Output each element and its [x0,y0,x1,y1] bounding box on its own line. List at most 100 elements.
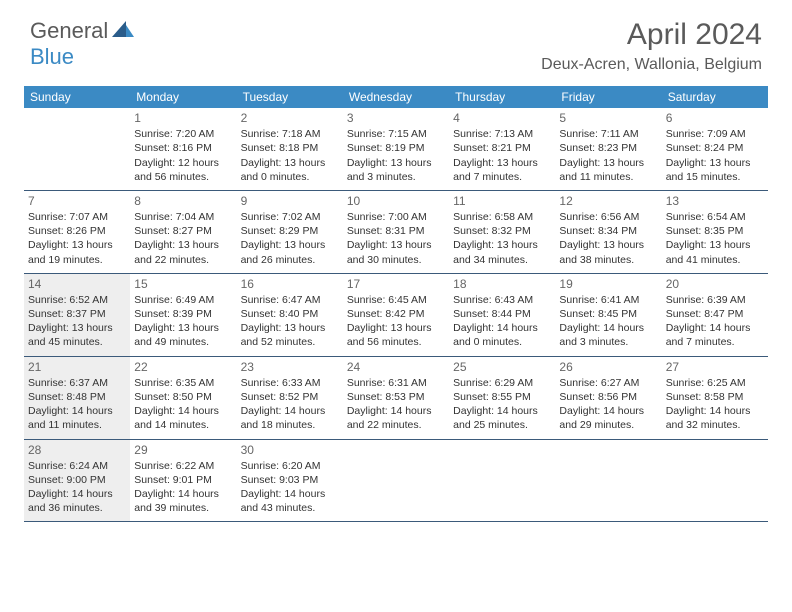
week-row: 1Sunrise: 7:20 AMSunset: 8:16 PMDaylight… [24,108,768,191]
day-number: 6 [666,110,764,126]
sunset-text: Sunset: 8:18 PM [241,141,339,155]
daylight-text: Daylight: 13 hours and 34 minutes. [453,238,551,266]
sunrise-text: Sunrise: 6:37 AM [28,376,126,390]
calendar-cell: 16Sunrise: 6:47 AMSunset: 8:40 PMDayligh… [237,274,343,356]
calendar-body: 1Sunrise: 7:20 AMSunset: 8:16 PMDaylight… [24,108,768,522]
calendar-cell [24,108,130,190]
day-number: 25 [453,359,551,375]
sunrise-text: Sunrise: 6:54 AM [666,210,764,224]
day-number: 29 [134,442,232,458]
logo-triangle-icon [112,21,134,42]
sunrise-text: Sunrise: 6:45 AM [347,293,445,307]
sunrise-text: Sunrise: 7:09 AM [666,127,764,141]
day-number: 17 [347,276,445,292]
sunrise-text: Sunrise: 7:20 AM [134,127,232,141]
day-number: 7 [28,193,126,209]
sunset-text: Sunset: 8:58 PM [666,390,764,404]
daylight-text: Daylight: 14 hours and 29 minutes. [559,404,657,432]
sunrise-text: Sunrise: 6:47 AM [241,293,339,307]
daylight-text: Daylight: 13 hours and 11 minutes. [559,156,657,184]
day-number: 16 [241,276,339,292]
sunrise-text: Sunrise: 6:41 AM [559,293,657,307]
sunset-text: Sunset: 8:37 PM [28,307,126,321]
sunrise-text: Sunrise: 6:29 AM [453,376,551,390]
sunset-text: Sunset: 8:53 PM [347,390,445,404]
month-title: April 2024 [541,18,762,52]
day-number: 19 [559,276,657,292]
sunset-text: Sunset: 9:03 PM [241,473,339,487]
sunset-text: Sunset: 8:56 PM [559,390,657,404]
calendar-cell: 22Sunrise: 6:35 AMSunset: 8:50 PMDayligh… [130,357,236,439]
calendar-cell: 7Sunrise: 7:07 AMSunset: 8:26 PMDaylight… [24,191,130,273]
day-header-cell: Sunday [24,86,130,108]
sunset-text: Sunset: 8:26 PM [28,224,126,238]
week-row: 21Sunrise: 6:37 AMSunset: 8:48 PMDayligh… [24,357,768,440]
logo-text-general: General [30,18,108,44]
sunset-text: Sunset: 8:24 PM [666,141,764,155]
day-header-cell: Saturday [662,86,768,108]
day-number: 26 [559,359,657,375]
calendar-cell: 3Sunrise: 7:15 AMSunset: 8:19 PMDaylight… [343,108,449,190]
calendar-cell: 26Sunrise: 6:27 AMSunset: 8:56 PMDayligh… [555,357,661,439]
sunrise-text: Sunrise: 7:07 AM [28,210,126,224]
sunrise-text: Sunrise: 7:02 AM [241,210,339,224]
day-number: 9 [241,193,339,209]
sunset-text: Sunset: 8:44 PM [453,307,551,321]
sunset-text: Sunset: 8:52 PM [241,390,339,404]
day-header-cell: Wednesday [343,86,449,108]
calendar-cell: 25Sunrise: 6:29 AMSunset: 8:55 PMDayligh… [449,357,555,439]
daylight-text: Daylight: 13 hours and 30 minutes. [347,238,445,266]
calendar-cell: 1Sunrise: 7:20 AMSunset: 8:16 PMDaylight… [130,108,236,190]
daylight-text: Daylight: 14 hours and 0 minutes. [453,321,551,349]
sunrise-text: Sunrise: 6:56 AM [559,210,657,224]
calendar-cell: 27Sunrise: 6:25 AMSunset: 8:58 PMDayligh… [662,357,768,439]
sunrise-text: Sunrise: 6:33 AM [241,376,339,390]
day-number: 5 [559,110,657,126]
calendar: SundayMondayTuesdayWednesdayThursdayFrid… [24,86,768,522]
sunrise-text: Sunrise: 6:58 AM [453,210,551,224]
sunset-text: Sunset: 8:21 PM [453,141,551,155]
daylight-text: Daylight: 13 hours and 41 minutes. [666,238,764,266]
day-number: 13 [666,193,764,209]
sunset-text: Sunset: 9:01 PM [134,473,232,487]
calendar-cell: 8Sunrise: 7:04 AMSunset: 8:27 PMDaylight… [130,191,236,273]
daylight-text: Daylight: 14 hours and 39 minutes. [134,487,232,515]
calendar-cell: 6Sunrise: 7:09 AMSunset: 8:24 PMDaylight… [662,108,768,190]
day-number: 10 [347,193,445,209]
sunset-text: Sunset: 8:47 PM [666,307,764,321]
sunrise-text: Sunrise: 6:31 AM [347,376,445,390]
sunrise-text: Sunrise: 6:35 AM [134,376,232,390]
sunrise-text: Sunrise: 6:22 AM [134,459,232,473]
sunset-text: Sunset: 8:45 PM [559,307,657,321]
day-number: 3 [347,110,445,126]
daylight-text: Daylight: 13 hours and 19 minutes. [28,238,126,266]
calendar-cell: 29Sunrise: 6:22 AMSunset: 9:01 PMDayligh… [130,440,236,522]
sunrise-text: Sunrise: 6:52 AM [28,293,126,307]
sunset-text: Sunset: 8:27 PM [134,224,232,238]
daylight-text: Daylight: 13 hours and 49 minutes. [134,321,232,349]
week-row: 28Sunrise: 6:24 AMSunset: 9:00 PMDayligh… [24,440,768,523]
header: General April 2024 Deux-Acren, Wallonia,… [0,0,792,82]
sunrise-text: Sunrise: 6:49 AM [134,293,232,307]
title-block: April 2024 Deux-Acren, Wallonia, Belgium [541,18,762,74]
day-number: 11 [453,193,551,209]
calendar-cell: 10Sunrise: 7:00 AMSunset: 8:31 PMDayligh… [343,191,449,273]
sunset-text: Sunset: 8:34 PM [559,224,657,238]
calendar-cell [662,440,768,522]
day-number: 4 [453,110,551,126]
daylight-text: Daylight: 13 hours and 56 minutes. [347,321,445,349]
daylight-text: Daylight: 13 hours and 45 minutes. [28,321,126,349]
daylight-text: Daylight: 14 hours and 25 minutes. [453,404,551,432]
sunrise-text: Sunrise: 7:18 AM [241,127,339,141]
day-number: 28 [28,442,126,458]
day-number: 27 [666,359,764,375]
calendar-cell: 9Sunrise: 7:02 AMSunset: 8:29 PMDaylight… [237,191,343,273]
sunset-text: Sunset: 8:19 PM [347,141,445,155]
calendar-cell: 2Sunrise: 7:18 AMSunset: 8:18 PMDaylight… [237,108,343,190]
daylight-text: Daylight: 14 hours and 14 minutes. [134,404,232,432]
day-number: 23 [241,359,339,375]
sunset-text: Sunset: 8:55 PM [453,390,551,404]
day-number: 12 [559,193,657,209]
day-header-cell: Monday [130,86,236,108]
week-row: 14Sunrise: 6:52 AMSunset: 8:37 PMDayligh… [24,274,768,357]
